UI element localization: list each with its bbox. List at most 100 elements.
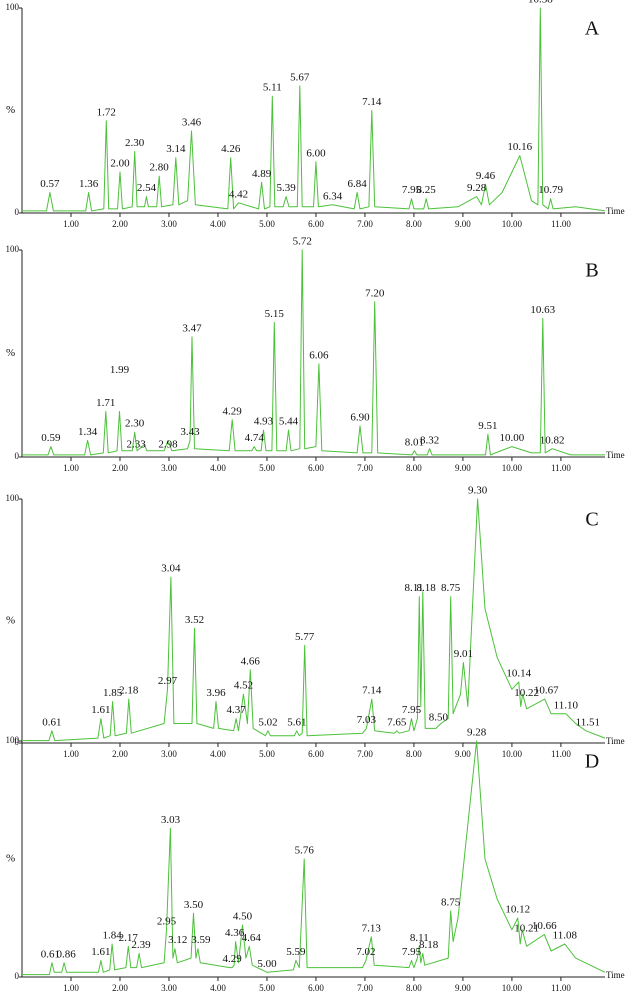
peak-label: 7.95 — [402, 184, 422, 196]
peak-label: 6.90 — [350, 411, 370, 423]
peak-label: 5.02 — [258, 716, 277, 728]
peak-label: 2.30 — [125, 418, 145, 430]
y-tick-label: 100 — [6, 735, 20, 745]
x-tick-label: 4.00 — [210, 983, 226, 992]
peak-label: 10.12 — [505, 904, 530, 916]
peak-label: 2.80 — [150, 162, 170, 174]
peak-label: 3.46 — [182, 117, 202, 129]
x-tick-label: 6.00 — [308, 983, 324, 992]
peak-label: 4.93 — [254, 416, 274, 428]
peak-label: 1.71 — [96, 397, 115, 409]
peak-label: 8.11 — [405, 582, 424, 594]
peak-label: 0.61 — [41, 948, 60, 960]
peak-label: 3.04 — [161, 563, 181, 575]
x-tick-label: 11.00 — [551, 983, 571, 992]
peak-label: 4.29 — [223, 953, 243, 965]
x-tick-label: 1.00 — [63, 219, 79, 229]
peak-label: 7.65 — [387, 716, 407, 728]
trace — [22, 740, 606, 976]
peak-label: 7.13 — [362, 922, 382, 934]
x-axis-label: Time — [606, 970, 625, 980]
peak-label: 0.57 — [40, 178, 60, 190]
peak-label: 8.50 — [429, 711, 449, 723]
x-tick-label: 6.00 — [308, 749, 324, 759]
peak-label: 3.59 — [191, 934, 211, 946]
x-tick-label: 8.00 — [406, 219, 422, 229]
peak-label: 3.96 — [206, 687, 226, 699]
peak-label: 10.21 — [514, 922, 539, 934]
peak-label: 3.52 — [185, 614, 204, 626]
peak-label: 7.14 — [362, 96, 382, 108]
x-axis-label: Time — [606, 206, 625, 216]
x-tick-label: 10.00 — [502, 463, 523, 473]
peak-label: 0.61 — [42, 716, 61, 728]
x-tick-label: 10.00 — [502, 749, 523, 759]
peak-label: 10.00 — [500, 432, 525, 444]
peak-label: 10.58 — [528, 0, 553, 6]
peak-label: 4.26 — [221, 143, 241, 155]
x-tick-label: 3.00 — [161, 463, 177, 473]
peak-label: 6.00 — [306, 147, 326, 159]
x-tick-label: 3.00 — [161, 219, 177, 229]
peak-label: 9.01 — [454, 648, 473, 660]
peak-label: 10.22 — [514, 687, 539, 699]
x-tick-label: 9.00 — [455, 463, 471, 473]
trace — [22, 249, 605, 456]
x-tick-label: 2.00 — [112, 749, 128, 759]
x-tick-label: 9.00 — [455, 749, 471, 759]
y-tick-label: 0 — [15, 451, 20, 461]
peak-label: 4.50 — [233, 911, 253, 923]
peak-label: 5.59 — [286, 946, 306, 958]
x-tick-label: 6.00 — [308, 463, 324, 473]
peak-label: 10.79 — [538, 184, 563, 196]
peak-label: 10.82 — [540, 434, 565, 446]
peak-label: 4.29 — [223, 405, 243, 417]
peak-label: 11.51 — [576, 716, 600, 728]
y-tick-label: 0 — [15, 971, 20, 981]
peak-label: 8.32 — [420, 434, 439, 446]
peak-label: 3.43 — [180, 426, 200, 438]
trace — [22, 7, 606, 212]
peak-label: 7.03 — [357, 714, 377, 726]
x-tick-label: 2.00 — [112, 219, 128, 229]
peak-label: 10.16 — [507, 141, 532, 153]
panel-label: A — [585, 18, 600, 40]
peak-label: 1.61 — [91, 946, 110, 958]
peak-label: 9.28 — [467, 182, 487, 194]
y-axis-label: % — [6, 853, 15, 865]
x-tick-label: 3.00 — [161, 983, 177, 992]
peak-label: 10.14 — [506, 668, 531, 680]
x-tick-label: 3.00 — [161, 749, 177, 759]
x-tick-label: 4.00 — [210, 463, 226, 473]
x-tick-label: 11.00 — [551, 463, 571, 473]
peak-label: 10.63 — [530, 304, 555, 316]
y-axis-label: % — [6, 347, 15, 359]
peak-label: 7.95 — [402, 946, 422, 958]
peak-label: 6.84 — [347, 178, 367, 190]
peak-label: 4.37 — [226, 704, 246, 716]
trace — [22, 498, 606, 742]
peak-label: 4.42 — [229, 188, 248, 200]
x-tick-label: 4.00 — [210, 219, 226, 229]
x-tick-label: 10.00 — [502, 983, 523, 992]
peak-label: 3.50 — [184, 899, 204, 911]
peak-label: 8.75 — [441, 582, 461, 594]
peak-label: 5.39 — [276, 182, 296, 194]
peak-label: 2.18 — [119, 685, 139, 697]
x-tick-label: 2.00 — [112, 463, 128, 473]
x-tick-label: 5.00 — [259, 749, 275, 759]
peak-label: 5.72 — [293, 236, 312, 248]
x-tick-label: 1.00 — [63, 983, 79, 992]
y-axis-label: % — [6, 104, 15, 116]
x-tick-label: 9.00 — [455, 983, 471, 992]
x-tick-label: 5.00 — [259, 463, 275, 473]
x-tick-label: 7.00 — [357, 749, 373, 759]
peak-label: 8.25 — [417, 184, 437, 196]
x-tick-label: 8.00 — [406, 463, 422, 473]
x-tick-label: 1.00 — [63, 463, 79, 473]
peak-label: 9.46 — [476, 170, 496, 182]
x-tick-label: 7.00 — [357, 219, 373, 229]
peak-label: 0.59 — [41, 432, 61, 444]
x-tick-label: 7.00 — [357, 983, 373, 992]
x-tick-label: 4.00 — [210, 749, 226, 759]
